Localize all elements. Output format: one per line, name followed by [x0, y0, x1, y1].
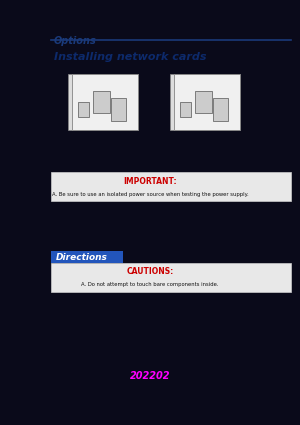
Text: CAUTIONS:: CAUTIONS:	[126, 267, 174, 277]
FancyBboxPatch shape	[111, 98, 126, 121]
Text: Directions: Directions	[56, 252, 107, 262]
FancyBboxPatch shape	[195, 91, 211, 113]
FancyBboxPatch shape	[170, 74, 174, 130]
FancyBboxPatch shape	[213, 98, 228, 121]
FancyBboxPatch shape	[51, 172, 291, 201]
FancyBboxPatch shape	[68, 74, 72, 130]
Text: 202202: 202202	[130, 371, 170, 381]
FancyBboxPatch shape	[174, 74, 240, 130]
FancyBboxPatch shape	[93, 91, 110, 113]
Text: Installing network cards: Installing network cards	[54, 52, 206, 62]
Text: Options: Options	[54, 36, 97, 46]
Text: A. Be sure to use an isolated power source when testing the power supply.: A. Be sure to use an isolated power sour…	[52, 192, 248, 197]
FancyBboxPatch shape	[180, 102, 190, 117]
FancyBboxPatch shape	[72, 74, 138, 130]
Text: IMPORTANT:: IMPORTANT:	[123, 177, 177, 186]
FancyBboxPatch shape	[51, 263, 291, 292]
FancyBboxPatch shape	[51, 251, 123, 263]
FancyBboxPatch shape	[78, 102, 88, 117]
Text: A. Do not attempt to touch bare components inside.: A. Do not attempt to touch bare componen…	[81, 282, 219, 287]
